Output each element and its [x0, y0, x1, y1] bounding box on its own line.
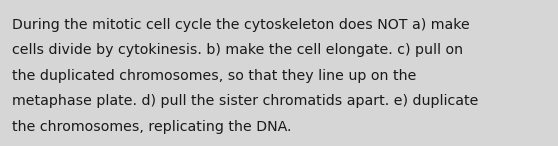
Text: metaphase plate. d) pull the sister chromatids apart. e) duplicate: metaphase plate. d) pull the sister chro…: [12, 94, 479, 108]
Text: During the mitotic cell cycle the cytoskeleton does NOT a) make: During the mitotic cell cycle the cytosk…: [12, 18, 470, 32]
Text: the chromosomes, replicating the DNA.: the chromosomes, replicating the DNA.: [12, 120, 292, 134]
Text: the duplicated chromosomes, so that they line up on the: the duplicated chromosomes, so that they…: [12, 69, 417, 83]
Text: cells divide by cytokinesis. b) make the cell elongate. c) pull on: cells divide by cytokinesis. b) make the…: [12, 43, 463, 57]
